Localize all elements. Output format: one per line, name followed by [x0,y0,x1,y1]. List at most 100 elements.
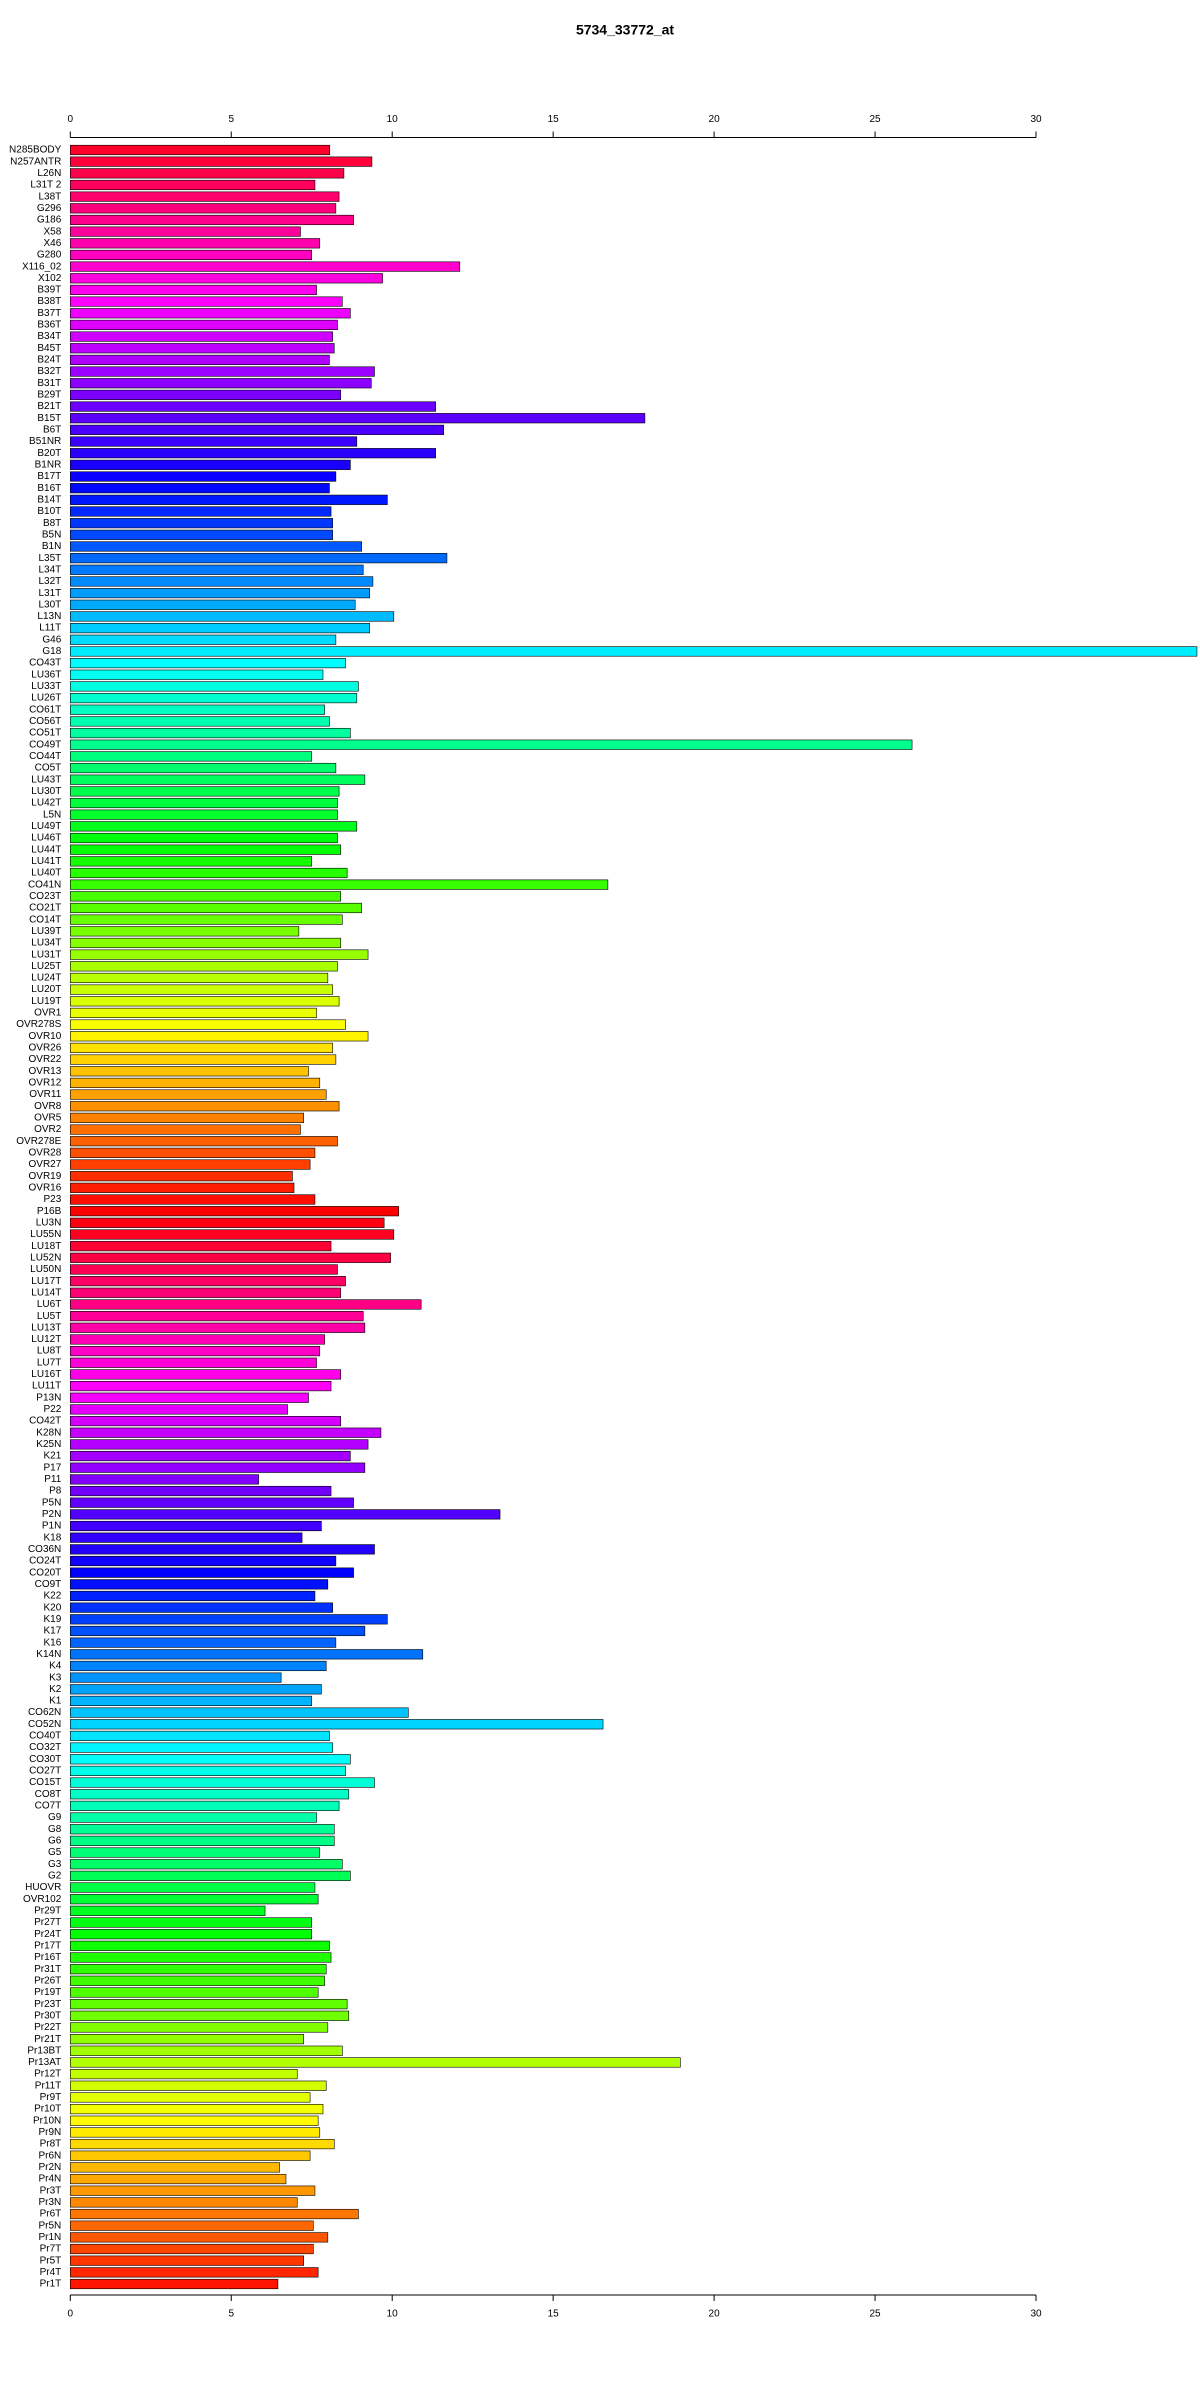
bar [70,1474,259,1485]
bar [70,832,338,844]
y-tick-label: LU6T [37,1299,61,1310]
bar [70,1975,325,1986]
bar [70,1450,351,1462]
y-tick-label: B29T [37,390,61,401]
bar [70,1077,321,1088]
y-tick-label: L26N [37,168,61,179]
bar [70,1602,333,1613]
bar [70,2150,311,2161]
bar [70,2010,350,2021]
bar [70,296,343,307]
y-tick-label: HUOVR [25,1882,61,1893]
y-tick-label: G8 [48,1824,62,1835]
y-tick-label: P13N [36,1392,61,1403]
x-tick-label: 30 [1030,2309,1042,2320]
bar [70,378,372,389]
y-tick-label: L11T [39,623,61,634]
bar [70,1520,322,1532]
y-tick-label: LU50N [30,1264,61,1275]
bar [70,2232,329,2243]
bar [70,1147,316,1158]
bar [70,1812,317,1823]
x-tick-label: 20 [709,114,721,125]
y-tick-label: B32T [37,366,61,377]
bar [70,2173,287,2185]
y-tick-label: P5N [42,1497,61,1508]
y-tick-label: Pr17T [34,1940,61,1951]
bar [70,1614,388,1625]
y-tick-label: P22 [44,1404,62,1415]
bar [70,506,332,517]
bar [70,996,340,1007]
y-tick-label: Pr29T [34,1905,61,1916]
bar [70,2197,298,2208]
y-tick-label: CO7T [35,1801,62,1812]
y-tick-label: X116_02 [22,261,62,272]
x-tick-label: 0 [68,2309,74,2320]
bar [70,459,351,470]
y-tick-label: P23 [44,1194,62,1205]
y-tick-label: B17T [37,471,61,482]
y-tick-label: CO44T [29,751,61,762]
y-tick-label: B20T [37,448,61,459]
bar [70,1299,422,1310]
y-tick-label: CO41N [28,879,61,890]
bar [70,634,337,645]
y-tick-label: OVR1 [34,1008,62,1019]
bar [70,2057,681,2068]
bar [70,529,333,540]
y-tick-label: Pr30T [34,2010,61,2021]
bar [70,2185,316,2196]
bar [70,203,337,214]
y-tick-label: B1NR [35,459,62,470]
y-tick-label: P2N [42,1509,61,1520]
y-tick-label: L13N [37,611,61,622]
y-tick-label: LU24T [31,973,61,984]
y-tick-label: CO23T [29,891,61,902]
y-tick-label: B14T [37,494,61,505]
y-tick-label: B34T [37,331,61,342]
bar [70,1346,321,1357]
bar [70,914,343,925]
y-tick-label: Pr2N [39,2162,62,2173]
chart-title: 5734_33772_at [576,22,674,38]
bar [70,1870,351,1881]
bar [70,658,346,669]
bar [70,413,646,424]
y-tick-label: G186 [37,215,62,226]
y-tick-label: Pr23T [34,1999,61,2010]
y-tick-label: LU3N [36,1217,62,1228]
y-tick-label: L31T 2 [30,180,61,191]
y-tick-label: LU49T [31,821,61,832]
y-tick-label: L38T [39,191,62,202]
x-tick-label: 5 [228,114,234,125]
bar [70,2220,314,2231]
y-tick-label: OVR26 [29,1043,62,1054]
bar [70,1555,337,1567]
bar [70,1649,424,1660]
y-tick-label: B45T [37,343,61,354]
y-tick-label: Pr12T [34,2069,61,2080]
bar [70,2045,343,2056]
y-tick-label: OVR13 [29,1066,62,1077]
bar [70,961,338,972]
bar [70,2022,329,2033]
y-tick-label: B15T [37,413,61,424]
bar [70,751,313,762]
y-tick-label: L30T [39,599,62,610]
y-tick-label: Pr6T [40,2209,62,2220]
bar [70,389,341,400]
y-tick-label: LU5T [37,1311,61,1322]
y-tick-label: LU46T [31,833,61,844]
bar [70,1800,340,1811]
bar [70,727,351,739]
x-tick-label: 25 [869,2309,881,2320]
y-tick-label: Pr1N [39,2232,62,2243]
bar [70,1276,346,1287]
y-tick-label: LU41T [31,856,61,867]
y-tick-label: N257ANTR [10,156,61,167]
y-tick-label: G6 [48,1836,62,1847]
bar [70,844,341,855]
bar [70,1742,333,1753]
y-tick-label: Pr4N [39,2174,62,2185]
